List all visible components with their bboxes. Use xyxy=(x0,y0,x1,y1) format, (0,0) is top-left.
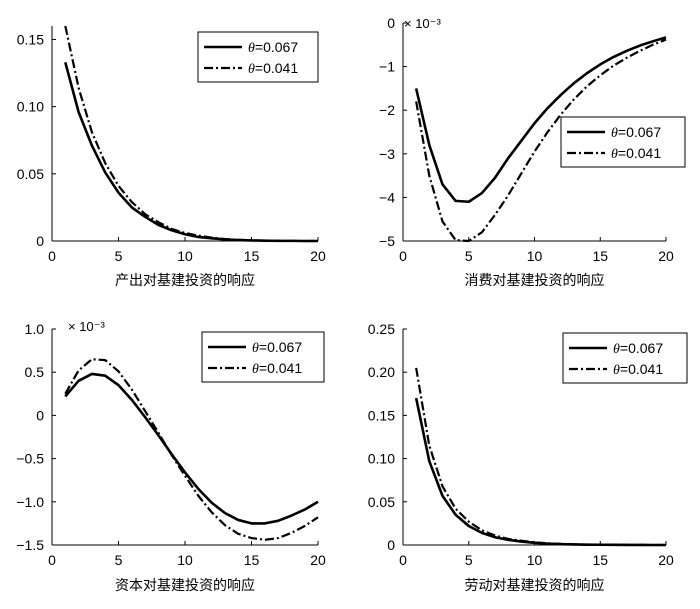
y-tick-label: 0.15 xyxy=(368,407,395,423)
y-tick-label: −1.0 xyxy=(16,494,44,510)
x-tick-label: 10 xyxy=(527,248,543,264)
legend-label-2: θ=0.041 xyxy=(611,145,661,162)
y-tick-label: −0.5 xyxy=(16,451,44,467)
y-tick-label: 1.0 xyxy=(25,321,45,337)
axis-multiplier: × 10⁻³ xyxy=(404,16,442,31)
subplot-3: 0 5 10 15 20 1.0 0.5 0 −0.5 −1.0 −1.5 × 10⁻³ θ=0.067… xyxy=(16,319,326,594)
x-tick-label: 20 xyxy=(658,552,674,568)
y-tick-label: 0.10 xyxy=(368,451,395,467)
legend: θ=0.067 θ=0.041 xyxy=(201,331,325,383)
series-line-2 xyxy=(64,358,319,541)
y-tick-label: −3 xyxy=(379,146,395,162)
series-line-2 xyxy=(415,367,666,547)
series-line-2 xyxy=(64,25,318,243)
x-tick-label: 20 xyxy=(310,248,326,264)
y-tick-label: −5 xyxy=(379,233,395,249)
x-axis-label: 资本对基建投资的响应 xyxy=(115,577,255,594)
legend-box xyxy=(562,332,688,384)
legend-label-1: θ=0.067 xyxy=(613,340,663,357)
x-tick-label: 0 xyxy=(399,248,407,264)
legend-box xyxy=(197,31,319,83)
x-tick-label: 0 xyxy=(48,552,56,568)
legend: θ=0.067 θ=0.041 xyxy=(197,31,319,83)
legend-label-2: θ=0.041 xyxy=(613,361,663,378)
y-tick-label: 0.10 xyxy=(17,99,44,115)
series-line-2 xyxy=(415,38,667,243)
x-tick-label: 5 xyxy=(465,248,473,264)
legend-label-2: θ=0.041 xyxy=(252,360,302,377)
x-tick-label: 10 xyxy=(177,248,193,264)
y-tick-label: −2 xyxy=(379,102,395,118)
subplot-2: 0 5 10 15 20 0 −1 −2 −3 −4 −5 × 10⁻³ θ=0.067 θ=0.041 消… xyxy=(379,15,686,289)
y-tick-label: 0.25 xyxy=(368,321,395,337)
y-tick-label: −4 xyxy=(379,189,395,205)
y-tick-label: 0.5 xyxy=(25,364,45,380)
x-tick-label: 15 xyxy=(244,248,260,264)
y-tick-label: 0.20 xyxy=(368,364,395,380)
x-axis-label: 劳动对基建投资的响应 xyxy=(465,577,605,594)
x-tick-label: 20 xyxy=(310,552,326,568)
x-tick-label: 0 xyxy=(48,248,56,264)
series-line-1 xyxy=(64,372,319,525)
subplot-1: 0 5 10 15 20 0 0.05 0.10 0.15 θ=0.067 θ=0.041 产出对基建… xyxy=(17,25,326,289)
x-tick-label: 0 xyxy=(399,552,407,568)
y-tick-label: 0.15 xyxy=(17,31,44,47)
series-line-1 xyxy=(64,61,318,243)
x-tick-label: 5 xyxy=(465,552,473,568)
axis-multiplier: × 10⁻³ xyxy=(68,319,106,334)
legend-label-1: θ=0.067 xyxy=(248,39,298,56)
x-tick-label: 15 xyxy=(592,248,608,264)
y-tick-label: 0 xyxy=(387,537,395,553)
legend: θ=0.067 θ=0.041 xyxy=(560,116,686,168)
subplot-4: 0 5 10 15 200.250.200.150.100.050θ=0.067θ=0.… xyxy=(368,321,688,594)
x-axis-label: 产出对基建投资的响应 xyxy=(115,272,255,289)
x-tick-label: 10 xyxy=(177,552,193,568)
x-tick-label: 20 xyxy=(658,248,674,264)
legend-label-1: θ=0.067 xyxy=(252,339,302,356)
legend-label-2: θ=0.041 xyxy=(248,60,298,77)
series-line-1 xyxy=(414,397,666,547)
legend-label-1: θ=0.067 xyxy=(611,124,661,141)
x-tick-label: 15 xyxy=(592,552,608,568)
x-tick-label: 5 xyxy=(115,248,123,264)
y-tick-label: 0 xyxy=(387,15,395,31)
x-tick-label: 10 xyxy=(527,552,543,568)
y-tick-label: 0 xyxy=(36,233,44,249)
y-tick-label: 0.05 xyxy=(17,166,44,182)
y-tick-label: 0 xyxy=(36,407,44,423)
x-axis-label: 消费对基建投资的响应 xyxy=(465,272,605,289)
series-line-1 xyxy=(414,36,667,204)
legend: θ=0.067 θ=0.041 xyxy=(562,332,688,384)
x-tick-label: 5 xyxy=(115,552,123,568)
legend-box xyxy=(201,331,325,383)
y-tick-label: −1.5 xyxy=(16,537,44,553)
legend-box xyxy=(560,116,686,168)
x-tick-label: 15 xyxy=(244,552,260,568)
y-tick-label: −1 xyxy=(379,59,395,75)
y-tick-label: 0.05 xyxy=(368,494,395,510)
